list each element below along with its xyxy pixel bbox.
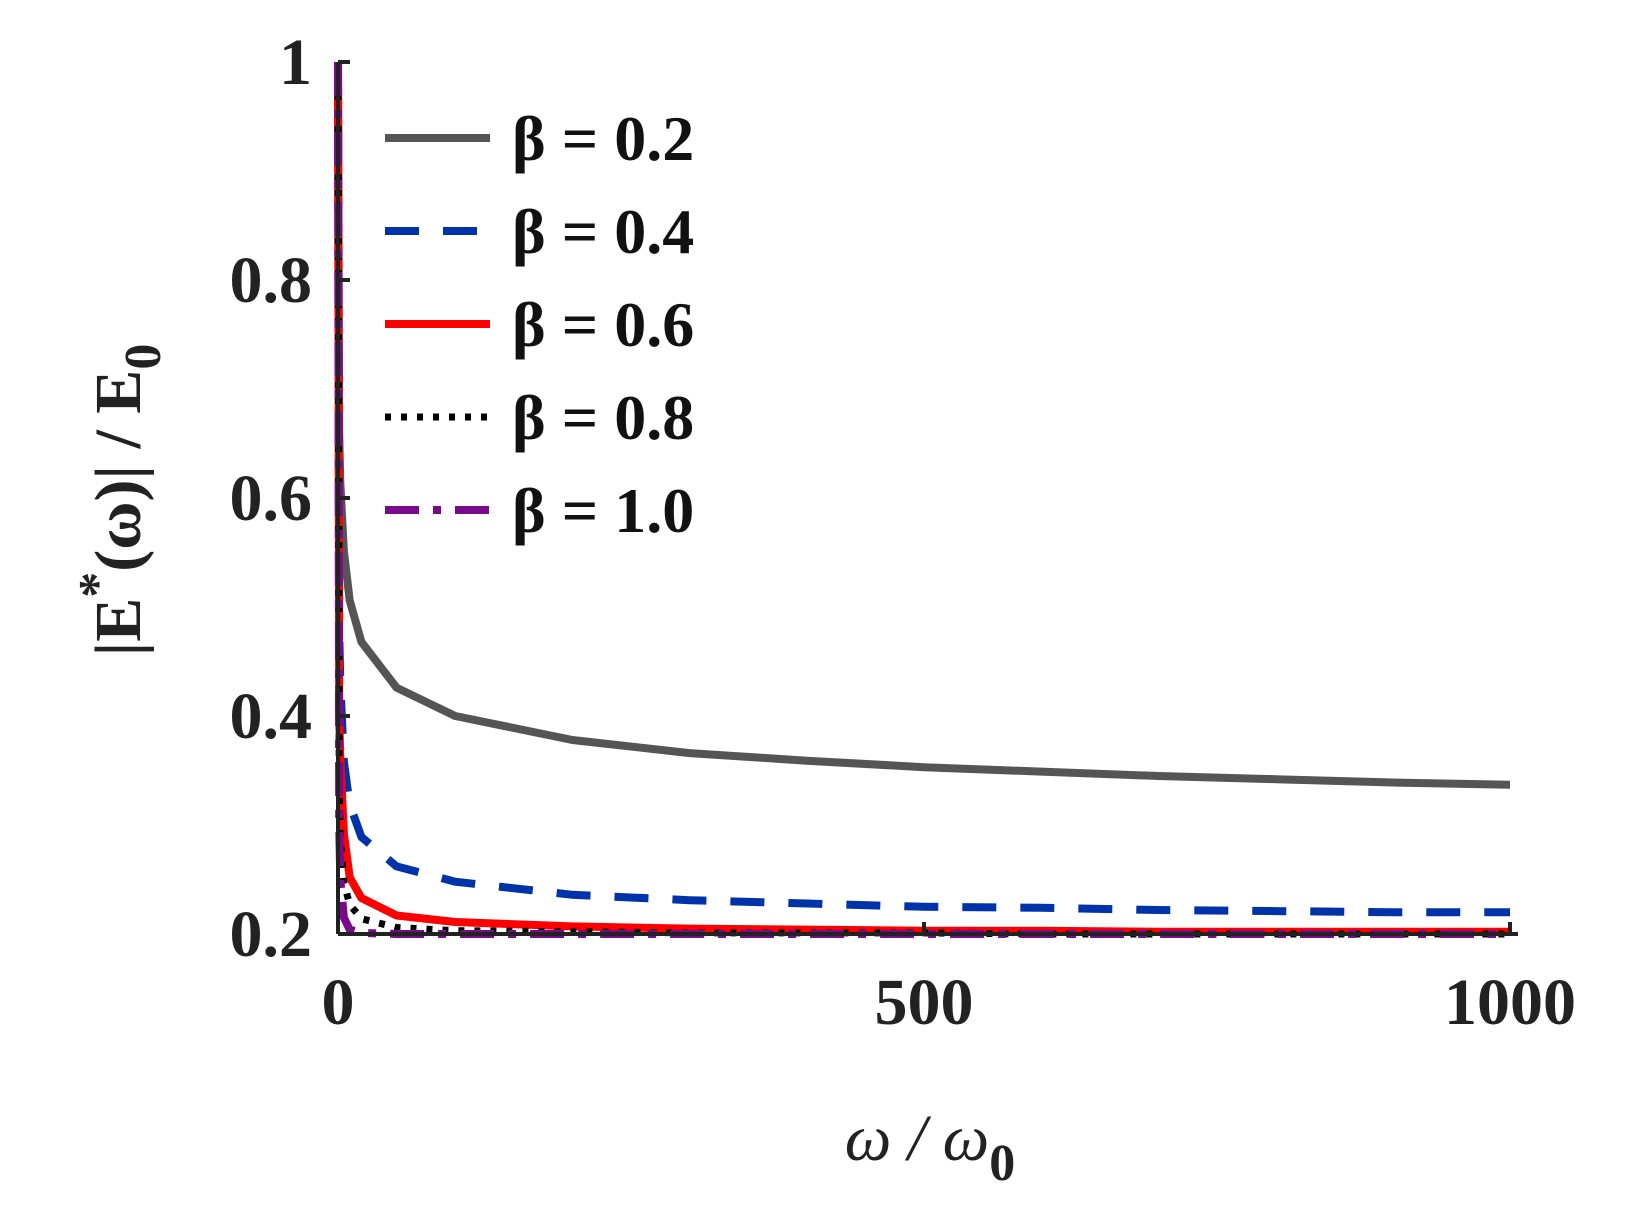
ticks: 0 500 1000 0.2 0.4 0.6 0.8 1	[230, 26, 1577, 1039]
x-axis-label: ω / ω0	[845, 1102, 1016, 1192]
legend-label-1: β = 0.4	[512, 196, 694, 267]
x-axis-label-main: ω / ω	[845, 1102, 990, 1175]
y-tick-label-3: 0.8	[230, 244, 313, 317]
y-tick-label-1: 0.4	[230, 680, 313, 753]
y-axis-label-sub: 0	[115, 344, 172, 370]
series-layer	[334, 61, 1511, 938]
legend-label-0: β = 0.2	[512, 103, 694, 174]
x-tick-label-1: 500	[875, 966, 974, 1039]
series-line-4	[334, 61, 1510, 938]
x-tick-label-2: 1000	[1444, 966, 1576, 1039]
y-axis-label-pre: |E	[82, 598, 155, 657]
y-tick-label-0: 0.2	[230, 898, 313, 971]
x-axis-label-sub: 0	[989, 1135, 1015, 1192]
x-tick-label-0: 0	[322, 966, 355, 1039]
legend-label-3: β = 0.8	[512, 382, 694, 453]
y-axis-label: |E*(ω)| / E0	[69, 344, 172, 657]
y-tick-label-2: 0.6	[230, 462, 313, 535]
legend: β = 0.2 β = 0.4 β = 0.6 β = 0.8 β = 1.0	[385, 103, 694, 546]
series-line-1	[334, 61, 1510, 917]
y-tick-label-4: 1	[279, 26, 312, 99]
y-axis-label-post: (ω)| / E	[82, 370, 155, 572]
legend-label-2: β = 0.6	[512, 289, 694, 360]
legend-label-4: β = 1.0	[512, 475, 694, 546]
y-axis-label-sup: *	[69, 572, 126, 598]
